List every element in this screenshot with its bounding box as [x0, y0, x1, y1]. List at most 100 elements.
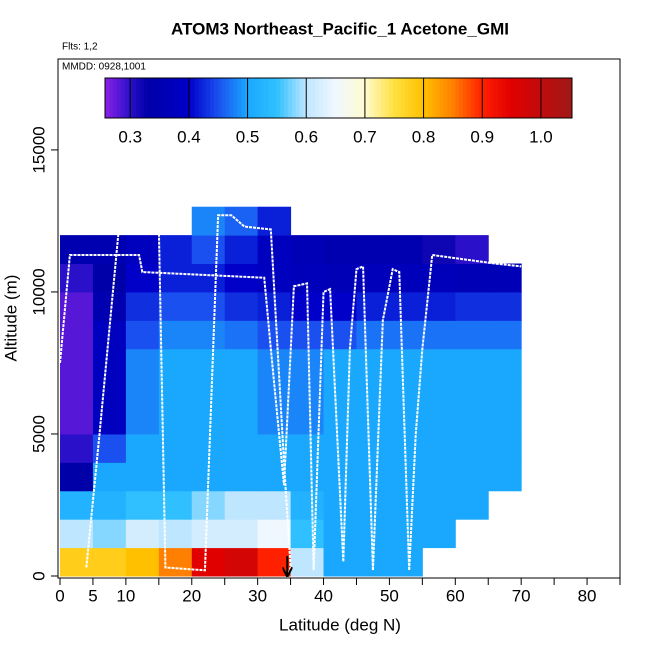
heatmap-cell — [125, 235, 160, 265]
colorbar-step — [198, 78, 203, 118]
colorbar-step — [311, 78, 316, 118]
heatmap-cell — [92, 348, 127, 378]
heatmap-cell — [60, 405, 94, 435]
colorbar-tick-label: 0.3 — [118, 127, 142, 146]
heatmap-cell — [488, 263, 522, 293]
y-tick-label: 10000 — [29, 268, 48, 315]
colorbar-step — [342, 78, 347, 118]
colorbar-tick-label: 1.0 — [529, 127, 553, 146]
heatmap-cell — [158, 320, 193, 350]
colorbar-step — [568, 78, 573, 118]
heatmap-cell — [92, 377, 127, 407]
heatmap-cell — [224, 462, 259, 492]
heatmap-cell — [389, 377, 423, 407]
colorbar-step — [315, 78, 320, 118]
heatmap-cell — [257, 405, 292, 435]
heatmap-cell — [356, 462, 390, 492]
heatmap-cell — [224, 291, 259, 321]
colorbar-step — [556, 78, 561, 118]
colorbar-step — [498, 78, 503, 118]
heatmap-cell — [92, 490, 127, 520]
heatmap-cell — [455, 433, 489, 463]
colorbar-step — [490, 78, 495, 118]
heatmap-cell — [389, 291, 423, 321]
heatmap-cell — [323, 405, 357, 435]
colorbar-step — [482, 78, 487, 118]
colorbar-step — [326, 78, 332, 118]
x-tick-label: 80 — [578, 586, 597, 605]
heatmap-cell — [191, 291, 226, 321]
heatmap-cell — [92, 235, 127, 265]
colorbar-step — [470, 78, 476, 118]
heatmap-cell — [92, 462, 127, 492]
heatmap-cell — [323, 348, 357, 378]
heatmap-cell — [224, 348, 259, 378]
colorbar-step — [116, 78, 121, 118]
heatmap-cell — [389, 519, 423, 549]
heatmap-cell — [158, 263, 193, 293]
heatmap-cell — [257, 320, 292, 350]
heatmap-cell — [125, 519, 160, 549]
colorbar-step — [416, 78, 421, 118]
colorbar-step — [171, 78, 176, 118]
colorbar-tick-label: 0.4 — [177, 127, 201, 146]
heatmap-cell — [356, 348, 390, 378]
colorbar-step — [147, 78, 153, 118]
colorbar-step — [451, 78, 456, 118]
flights-note: Flts: 1,2 — [62, 42, 98, 53]
colorbar-step — [357, 78, 363, 118]
colorbar-step — [108, 78, 114, 118]
colorbar-step — [447, 78, 452, 118]
heatmap-cell — [224, 320, 259, 350]
colorbar-step — [112, 78, 118, 118]
colorbar-step — [392, 78, 398, 118]
colorbar-step — [536, 78, 542, 118]
heatmap-cell — [224, 490, 259, 520]
plot-frame — [57, 58, 621, 579]
colorbar-step — [478, 78, 483, 118]
colorbar-step — [175, 78, 180, 118]
colorbar-step — [194, 78, 199, 118]
heatmap-cell — [125, 405, 160, 435]
heatmap-cell — [290, 519, 325, 549]
heatmap-cell — [455, 348, 489, 378]
heatmap-cell — [60, 519, 94, 549]
heatmap-cell — [158, 547, 193, 577]
colorbar-step — [474, 78, 479, 118]
colorbar-step — [466, 78, 472, 118]
colorbar-step — [544, 78, 550, 118]
colorbar-step — [217, 78, 223, 118]
heatmap-cell — [257, 547, 292, 577]
heatmap-cell — [323, 291, 357, 321]
colorbar-step — [221, 78, 227, 118]
colorbar-tick-label: 0.6 — [294, 127, 318, 146]
colorbar-frame — [104, 77, 573, 119]
colorbar-step — [501, 78, 507, 118]
colorbar-step — [494, 78, 499, 118]
colorbar-step — [291, 78, 297, 118]
heatmap-cell — [389, 235, 423, 265]
heatmap-cell — [125, 462, 160, 492]
colorbar-step — [381, 78, 386, 118]
heatmap-cell — [422, 235, 456, 265]
colorbar-step — [237, 78, 242, 118]
heatmap-cell — [92, 547, 127, 577]
colorbar-step — [105, 78, 110, 118]
heatmap-cell — [60, 235, 94, 265]
date-note: MMDD: 0928,1001 — [62, 62, 146, 73]
heatmap-cell — [125, 490, 160, 520]
heatmap-cell — [455, 320, 489, 350]
colorbar-step — [361, 78, 367, 118]
heatmap-cell — [224, 377, 259, 407]
colorbar-step — [400, 78, 406, 118]
colorbar: 0.3 0.4 0.5 0.6 0.7 0.8 0.9 1.0 — [104, 77, 573, 146]
heatmap-cell — [60, 263, 94, 293]
heatmap-cell — [224, 547, 259, 577]
heatmap — [60, 206, 522, 577]
colorbar-step — [525, 78, 530, 118]
heatmap-cell — [290, 462, 325, 492]
colorbar-step — [369, 78, 374, 118]
heatmap-cell — [488, 320, 522, 350]
heatmap-cell — [290, 490, 325, 520]
